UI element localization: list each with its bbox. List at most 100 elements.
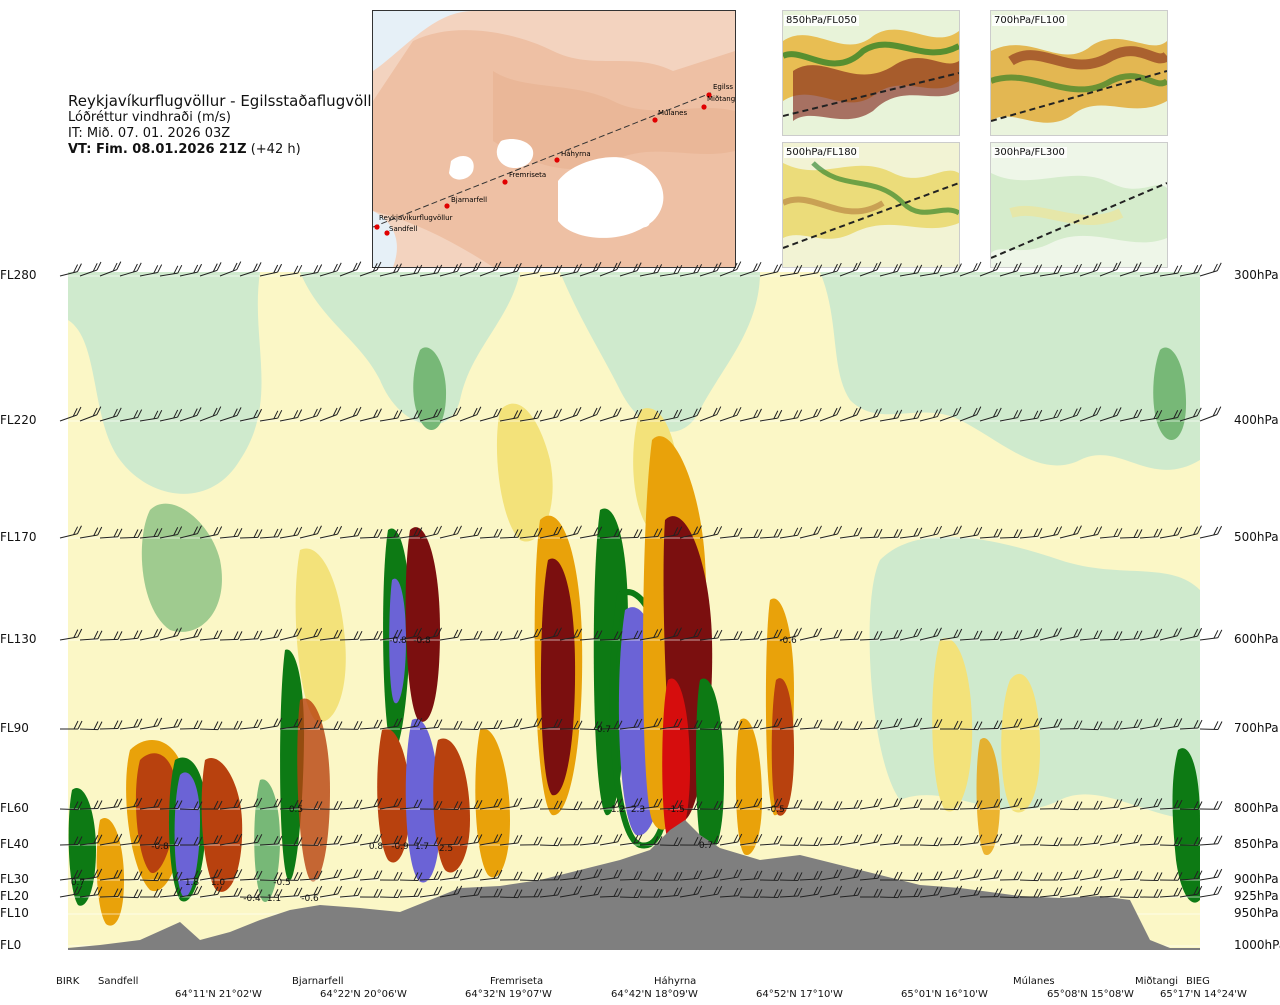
wind-barb bbox=[999, 834, 1023, 846]
value-label: 1.0 bbox=[211, 878, 226, 888]
value-label: 0.8 bbox=[369, 842, 384, 852]
wind-barb bbox=[639, 872, 663, 882]
wind-barb bbox=[339, 833, 363, 846]
wind-barb bbox=[739, 870, 763, 881]
map-label-sandfell: Sandfell bbox=[389, 225, 417, 233]
wind-barb bbox=[659, 800, 683, 810]
map-label-mulanes: Múlanes bbox=[658, 109, 687, 117]
thumbnail-500[interactable]: 500hPa/FL180 bbox=[782, 142, 960, 268]
wind-barb bbox=[119, 889, 143, 899]
wind-barb bbox=[1019, 717, 1043, 730]
wind-barb bbox=[839, 868, 863, 881]
wind-barb bbox=[99, 869, 123, 881]
wind-barb bbox=[819, 885, 843, 898]
flight-level-label: FL220 bbox=[0, 413, 37, 427]
wind-barb bbox=[119, 797, 143, 810]
wind-barb bbox=[399, 627, 422, 641]
thumbnail-300-field bbox=[991, 143, 1167, 267]
wind-barb bbox=[619, 889, 643, 899]
wind-barb bbox=[79, 868, 103, 881]
route-title: Reykjavíkurflugvöllur - Egilsstaðaflugvö… bbox=[68, 92, 388, 110]
wind-barb bbox=[1199, 868, 1223, 881]
wind-barb bbox=[919, 886, 943, 898]
wind-barb bbox=[699, 885, 723, 898]
wind-barb bbox=[279, 526, 303, 539]
flight-level-label: FL130 bbox=[0, 632, 37, 646]
wind-barb bbox=[719, 868, 743, 881]
route-point bbox=[444, 203, 450, 209]
wind-barb bbox=[559, 263, 582, 277]
wind-barb bbox=[359, 797, 383, 810]
wind-barb bbox=[359, 870, 383, 881]
wind-barb bbox=[579, 721, 603, 731]
wind-barb bbox=[459, 868, 483, 881]
wind-barb bbox=[479, 720, 503, 730]
wind-barb bbox=[99, 798, 123, 810]
location-label: Fremriseta bbox=[490, 976, 544, 987]
wind-barb bbox=[299, 719, 323, 730]
wind-barb bbox=[1179, 885, 1203, 898]
parameter-subtitle: Lóðréttur vindhraði (m/s) bbox=[68, 110, 231, 125]
wind-barb bbox=[479, 407, 502, 422]
wind-barb bbox=[539, 837, 563, 847]
wind-barb bbox=[359, 261, 382, 277]
wind-barb bbox=[1159, 872, 1183, 881]
wind-barb bbox=[779, 887, 803, 898]
wind-barb bbox=[219, 528, 243, 539]
wind-barb bbox=[479, 528, 503, 539]
wind-barb bbox=[1019, 888, 1043, 898]
wind-barb bbox=[439, 720, 463, 730]
map-label-bjarnarfell: Bjarnarfell bbox=[451, 196, 487, 204]
map-label-midtangi: Miðtangi bbox=[707, 95, 735, 103]
wind-barb bbox=[159, 718, 183, 730]
wind-barb bbox=[539, 718, 563, 730]
wind-barb bbox=[579, 834, 603, 846]
wind-barb bbox=[659, 871, 683, 881]
wind-barb bbox=[199, 868, 223, 881]
wind-barb bbox=[59, 263, 82, 277]
wind-barb bbox=[119, 871, 143, 881]
coordinate-label: 64°52'N 17°10'W bbox=[756, 989, 843, 1000]
coordinate-label: 64°11'N 21°02'W bbox=[175, 989, 262, 1000]
wind-barb bbox=[999, 718, 1023, 730]
wind-barb bbox=[199, 721, 223, 731]
wind-barb bbox=[679, 525, 702, 539]
wind-barb bbox=[739, 261, 762, 277]
wind-barb bbox=[79, 526, 103, 539]
wind-barb bbox=[219, 261, 242, 277]
wind-barb bbox=[439, 263, 462, 277]
wind-barb bbox=[159, 886, 183, 898]
wind-barb bbox=[259, 889, 283, 898]
wind-barb bbox=[399, 409, 423, 422]
wind-barb bbox=[979, 631, 1003, 641]
wind-barb bbox=[379, 263, 402, 277]
thumbnail-700[interactable]: 700hPa/FL100 bbox=[990, 10, 1168, 136]
wind-barb bbox=[739, 719, 763, 730]
wind-barb bbox=[999, 871, 1023, 881]
wind-barb bbox=[1019, 628, 1043, 641]
wind-barb bbox=[1159, 799, 1183, 810]
wind-barb bbox=[759, 628, 783, 641]
wind-barb bbox=[959, 261, 982, 277]
value-label: -0.5 bbox=[273, 878, 291, 888]
wind-barb bbox=[439, 801, 463, 811]
wind-barb bbox=[1119, 797, 1143, 810]
wind-barb bbox=[1159, 627, 1182, 641]
wind-barb bbox=[679, 870, 703, 881]
thumbnail-300[interactable]: 300hPa/FL300 bbox=[990, 142, 1168, 268]
wind-barb bbox=[1179, 870, 1203, 881]
coordinate-label: 65°08'N 15°08'W bbox=[1047, 989, 1134, 1000]
value-label: 2.5 bbox=[439, 844, 453, 854]
wind-barb bbox=[419, 871, 443, 881]
wind-barb bbox=[1019, 409, 1043, 422]
wind-barb bbox=[419, 886, 443, 898]
wind-barb bbox=[1059, 628, 1083, 641]
wind-barb bbox=[399, 872, 423, 882]
wind-barb bbox=[299, 885, 323, 898]
value-label: -0.8 bbox=[151, 842, 169, 852]
thumbnail-850[interactable]: 850hPa/FL050 bbox=[782, 10, 960, 136]
wind-barb bbox=[359, 630, 383, 641]
value-label: -1.5 bbox=[667, 805, 685, 815]
wind-barb bbox=[1199, 262, 1222, 277]
wind-barb bbox=[1139, 409, 1163, 422]
